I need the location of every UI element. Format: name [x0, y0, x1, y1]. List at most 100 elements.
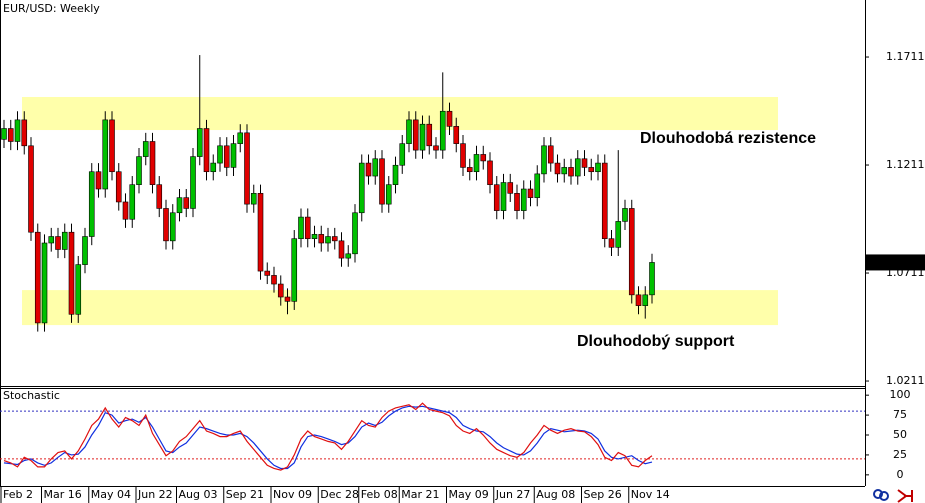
x-tick-label: Aug 03 [179, 488, 218, 501]
candle-body [379, 158, 385, 205]
candle-body [527, 188, 534, 198]
annotation: Dlouhodobá rezistence [640, 130, 816, 147]
icon[interactable] [873, 489, 883, 499]
candle-body [608, 238, 615, 248]
candle-body [41, 242, 48, 324]
candle-body [230, 143, 237, 168]
candle-body [399, 143, 406, 166]
toolbar-icons[interactable] [873, 489, 913, 503]
candle-body [466, 167, 473, 173]
candle-body [372, 158, 379, 177]
candle-body [601, 162, 608, 239]
candle-body [574, 158, 581, 177]
x-tick-label: Dec 28 [320, 488, 359, 501]
x-tick-label: Jun 27 [495, 488, 531, 501]
candle-body [95, 171, 102, 190]
candle-body [507, 182, 514, 194]
candle-body [223, 145, 230, 168]
x-tick-label: Sep 26 [584, 488, 622, 501]
candle-body [190, 156, 196, 209]
candle-body [426, 123, 433, 147]
y-tick-label: 1.1711 [886, 50, 925, 63]
candle-body [419, 123, 426, 151]
candle-body [169, 212, 176, 242]
y-tick-label: 75 [893, 408, 907, 421]
candle-body [480, 154, 487, 162]
candle-body [34, 231, 41, 324]
stochastic-line [3, 405, 653, 470]
candle-body [183, 197, 190, 209]
x-tick-label: May 09 [449, 488, 489, 501]
candle-body [311, 234, 318, 239]
candle-body [291, 238, 298, 302]
candle-body [581, 158, 588, 168]
candle-body [352, 212, 358, 255]
candle-body [21, 119, 28, 147]
candle-body [331, 236, 338, 242]
candle-body [298, 216, 304, 239]
stochastic-line [3, 402, 653, 471]
x-tick-label: Feb 2 [3, 488, 33, 501]
icon[interactable] [897, 489, 913, 503]
x-tick-label: Nov 09 [273, 488, 312, 501]
x-tick-label: Mar 16 [44, 488, 82, 501]
y-tick-label: 25 [893, 448, 907, 461]
x-tick-label: Jun 22 [137, 488, 173, 501]
x-tick-label: Aug 08 [536, 488, 575, 501]
candle-body [338, 240, 345, 259]
annotation: Dlouhodobý support [577, 333, 735, 350]
candle-body [102, 119, 109, 190]
icon[interactable] [879, 491, 889, 501]
x-tick-label: Sep 21 [226, 488, 264, 501]
candle-body [82, 236, 88, 265]
candle-body [595, 162, 601, 173]
y-tick-label: 0 [897, 468, 904, 481]
y-tick-label: 50 [893, 428, 907, 441]
candle-body [487, 160, 493, 185]
candle-body [433, 145, 439, 151]
zone [22, 290, 778, 326]
candle-body [129, 184, 136, 220]
x-tick-label: Feb 08 [361, 488, 398, 501]
x-tick-label: Nov 14 [631, 488, 670, 501]
candle-body [122, 201, 129, 220]
candle-body [115, 171, 122, 203]
candle-body [547, 145, 554, 164]
candle-body [257, 193, 264, 272]
candle-body [561, 167, 568, 175]
candle-body [88, 171, 95, 237]
y-tick-label: 100 [890, 388, 911, 401]
candle-body [68, 231, 75, 315]
candle-body [385, 184, 392, 205]
candle-body [284, 296, 291, 302]
candle-body [55, 236, 61, 250]
candle-body [446, 110, 453, 127]
candle-body [250, 193, 257, 205]
candle-body [406, 119, 412, 144]
candle-body [460, 143, 466, 168]
y-tick-label: 1.0211 [886, 374, 925, 387]
candle-body [210, 162, 217, 173]
candle-body [554, 162, 561, 175]
title-box [1, 389, 57, 403]
candle-body [635, 294, 642, 306]
candle-body [628, 208, 635, 296]
candle-body [7, 128, 14, 142]
candle-body [493, 184, 500, 211]
candle-body [156, 184, 163, 209]
candle-body [217, 145, 223, 164]
candle-body [264, 270, 271, 276]
candle-body [277, 283, 284, 298]
candle-body [622, 208, 628, 222]
candle-body [514, 193, 520, 211]
candle-body [28, 145, 34, 233]
candle-body [439, 110, 446, 151]
title-box [1, 1, 97, 16]
candle-body [473, 154, 480, 173]
candle-body [615, 221, 622, 248]
candle-body [109, 119, 115, 173]
candle-body [149, 141, 156, 185]
candle-body [365, 162, 372, 177]
x-tick-label: Mar 21 [401, 488, 439, 501]
